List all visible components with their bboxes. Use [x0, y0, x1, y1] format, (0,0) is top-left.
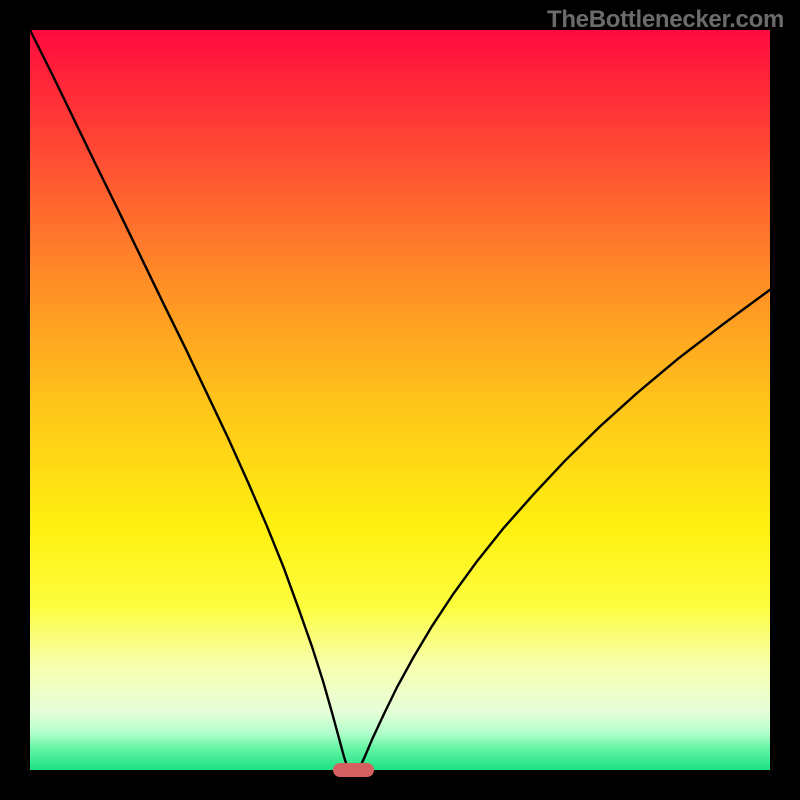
curve-svg	[30, 30, 770, 770]
minimum-marker	[333, 763, 374, 776]
bottleneck-curve-segment	[30, 30, 348, 770]
watermark-text: TheBottlenecker.com	[547, 6, 784, 34]
plot-area	[30, 30, 770, 770]
bottleneck-curve-segment	[359, 290, 770, 770]
chart-container: TheBottlenecker.com	[0, 0, 800, 800]
